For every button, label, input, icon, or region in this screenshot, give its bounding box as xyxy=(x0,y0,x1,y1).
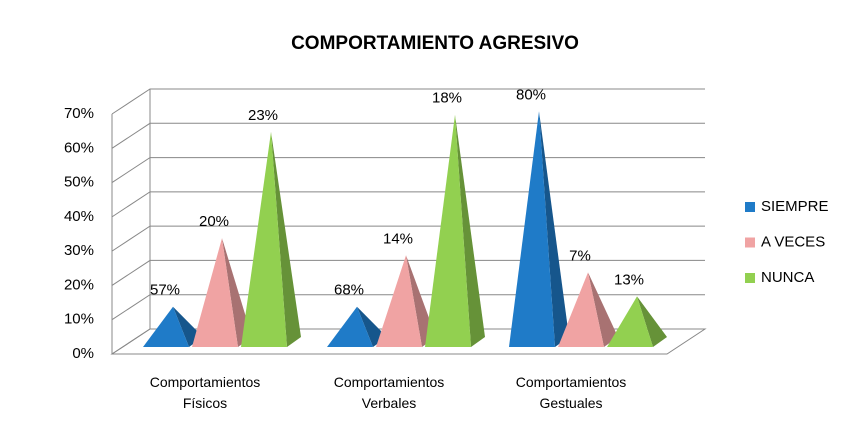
data-label: 23% xyxy=(248,107,278,124)
legend-swatch xyxy=(745,202,755,212)
data-label: 18% xyxy=(432,90,462,107)
legend-label: SIEMPRE xyxy=(761,198,829,215)
grid-line xyxy=(111,259,705,286)
data-label: 14% xyxy=(383,230,413,247)
pyramid xyxy=(607,296,653,347)
pyramid xyxy=(241,131,287,347)
pyramid-side xyxy=(637,296,667,347)
pyramid xyxy=(327,306,373,347)
legend-swatch xyxy=(745,237,755,248)
pyramid-side xyxy=(271,131,301,347)
pyramid-side xyxy=(588,272,618,347)
data-label: 7% xyxy=(569,247,591,264)
y-tick-label: 50% xyxy=(64,174,94,191)
y-tick-label: 70% xyxy=(64,105,94,122)
legend-label: NUNCA xyxy=(761,269,814,286)
grid-line xyxy=(111,191,705,218)
y-tick-label: 10% xyxy=(64,311,94,328)
x-tick-label: Comportamientos Verbales xyxy=(333,374,445,411)
legend-label: A VECES xyxy=(761,233,825,250)
pyramid xyxy=(192,238,238,347)
data-label: 57% xyxy=(150,282,180,299)
data-label: 20% xyxy=(199,213,229,230)
chart-title: COMPORTAMIENTO AGRESIVO xyxy=(291,33,579,54)
legend-swatch xyxy=(745,273,755,283)
pyramid xyxy=(143,306,189,347)
x-tick-label: Comportamientos Físicos xyxy=(149,374,261,411)
pyramid xyxy=(509,111,555,348)
pyramid xyxy=(425,114,471,347)
grid-line xyxy=(111,157,705,183)
pyramid-side xyxy=(222,238,252,347)
data-label: 13% xyxy=(614,271,644,288)
y-tick-label: 0% xyxy=(72,345,94,362)
x-tick-label: Comportamientos Gestuales xyxy=(515,374,627,411)
grid-line xyxy=(111,88,705,115)
pyramid-side xyxy=(455,114,485,347)
pyramid xyxy=(558,272,604,347)
pyramid xyxy=(376,255,422,347)
y-tick-label: 40% xyxy=(64,208,94,225)
y-tick-label: 20% xyxy=(64,276,94,293)
data-label: 68% xyxy=(334,282,364,299)
grid-line xyxy=(111,225,705,252)
y-tick-label: 30% xyxy=(64,242,94,259)
y-tick-label: 60% xyxy=(64,139,94,156)
grid-line xyxy=(111,122,705,149)
pyramid-side xyxy=(539,111,569,348)
data-label: 80% xyxy=(516,86,546,103)
